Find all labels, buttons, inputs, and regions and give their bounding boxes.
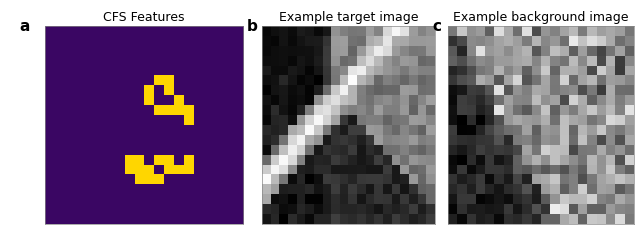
Text: b: b (246, 19, 257, 34)
Text: c: c (432, 19, 441, 34)
Title: CFS Features: CFS Features (103, 11, 185, 24)
Text: a: a (19, 19, 29, 34)
Title: Example background image: Example background image (453, 11, 628, 24)
Title: Example target image: Example target image (279, 11, 419, 24)
